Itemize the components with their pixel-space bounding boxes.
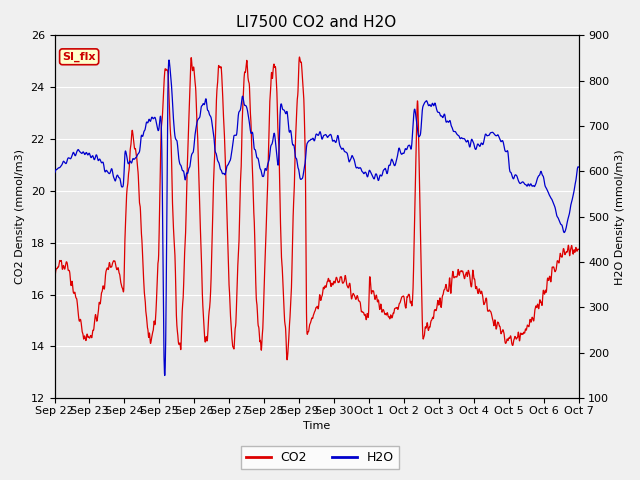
- Title: LI7500 CO2 and H2O: LI7500 CO2 and H2O: [236, 15, 397, 30]
- Y-axis label: H2O Density (mmol/m3): H2O Density (mmol/m3): [615, 149, 625, 285]
- X-axis label: Time: Time: [303, 421, 330, 432]
- Y-axis label: CO2 Density (mmol/m3): CO2 Density (mmol/m3): [15, 149, 25, 284]
- Text: SI_flx: SI_flx: [62, 52, 96, 62]
- Legend: CO2, H2O: CO2, H2O: [241, 446, 399, 469]
